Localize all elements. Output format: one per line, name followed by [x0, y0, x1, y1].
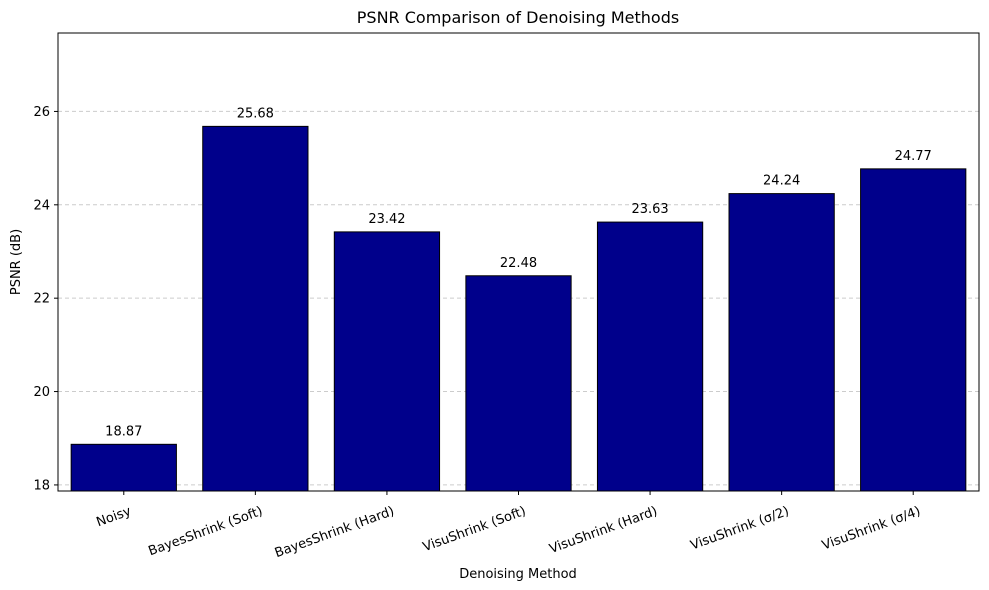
bar [596, 221, 704, 492]
x-tick-label: VisuShrink (σ/2) [689, 504, 792, 554]
bar [333, 231, 441, 492]
bar [728, 193, 835, 492]
bar [465, 275, 572, 492]
bar-value-label: 23.63 [631, 202, 668, 217]
bar-value-label: 24.24 [763, 174, 800, 189]
y-tick-label: 22 [33, 292, 50, 307]
bar-value-label: 18.87 [105, 424, 142, 439]
bar [202, 125, 309, 492]
chart-title: PSNR Comparison of Denoising Methods [357, 8, 679, 27]
y-tick-label: 18 [33, 478, 50, 493]
x-tick-label: Noisy [95, 504, 134, 530]
bar-value-labels: 18.87 25.68 23.42 22.48 23.63 24.24 24.77 [105, 106, 932, 439]
bars [70, 125, 967, 492]
x-tick-label: VisuShrink (Soft) [421, 504, 528, 555]
y-tick-label: 20 [33, 385, 50, 400]
x-tick-label: VisuShrink (σ/4) [820, 504, 923, 554]
y-axis-label: PSNR (dB) [9, 229, 24, 295]
y-tick-label: 24 [33, 198, 50, 213]
bar [70, 443, 177, 492]
x-tick-label: BayesShrink (Soft) [146, 504, 264, 559]
x-axis-ticks: Noisy BayesShrink (Soft) BayesShrink (Hard… [95, 491, 923, 561]
x-tick-label: VisuShrink (Hard) [547, 504, 659, 557]
bar-value-label: 23.42 [368, 212, 405, 227]
x-tick-label: BayesShrink (Hard) [273, 504, 396, 561]
y-axis-ticks: 18 20 22 24 26 [33, 105, 58, 493]
x-axis-label: Denoising Method [459, 567, 577, 582]
y-tick-label: 26 [33, 105, 50, 120]
bar-value-label: 22.48 [500, 256, 537, 271]
bar-value-label: 25.68 [237, 106, 274, 121]
bar [860, 168, 967, 492]
bar-value-label: 24.77 [895, 149, 932, 164]
